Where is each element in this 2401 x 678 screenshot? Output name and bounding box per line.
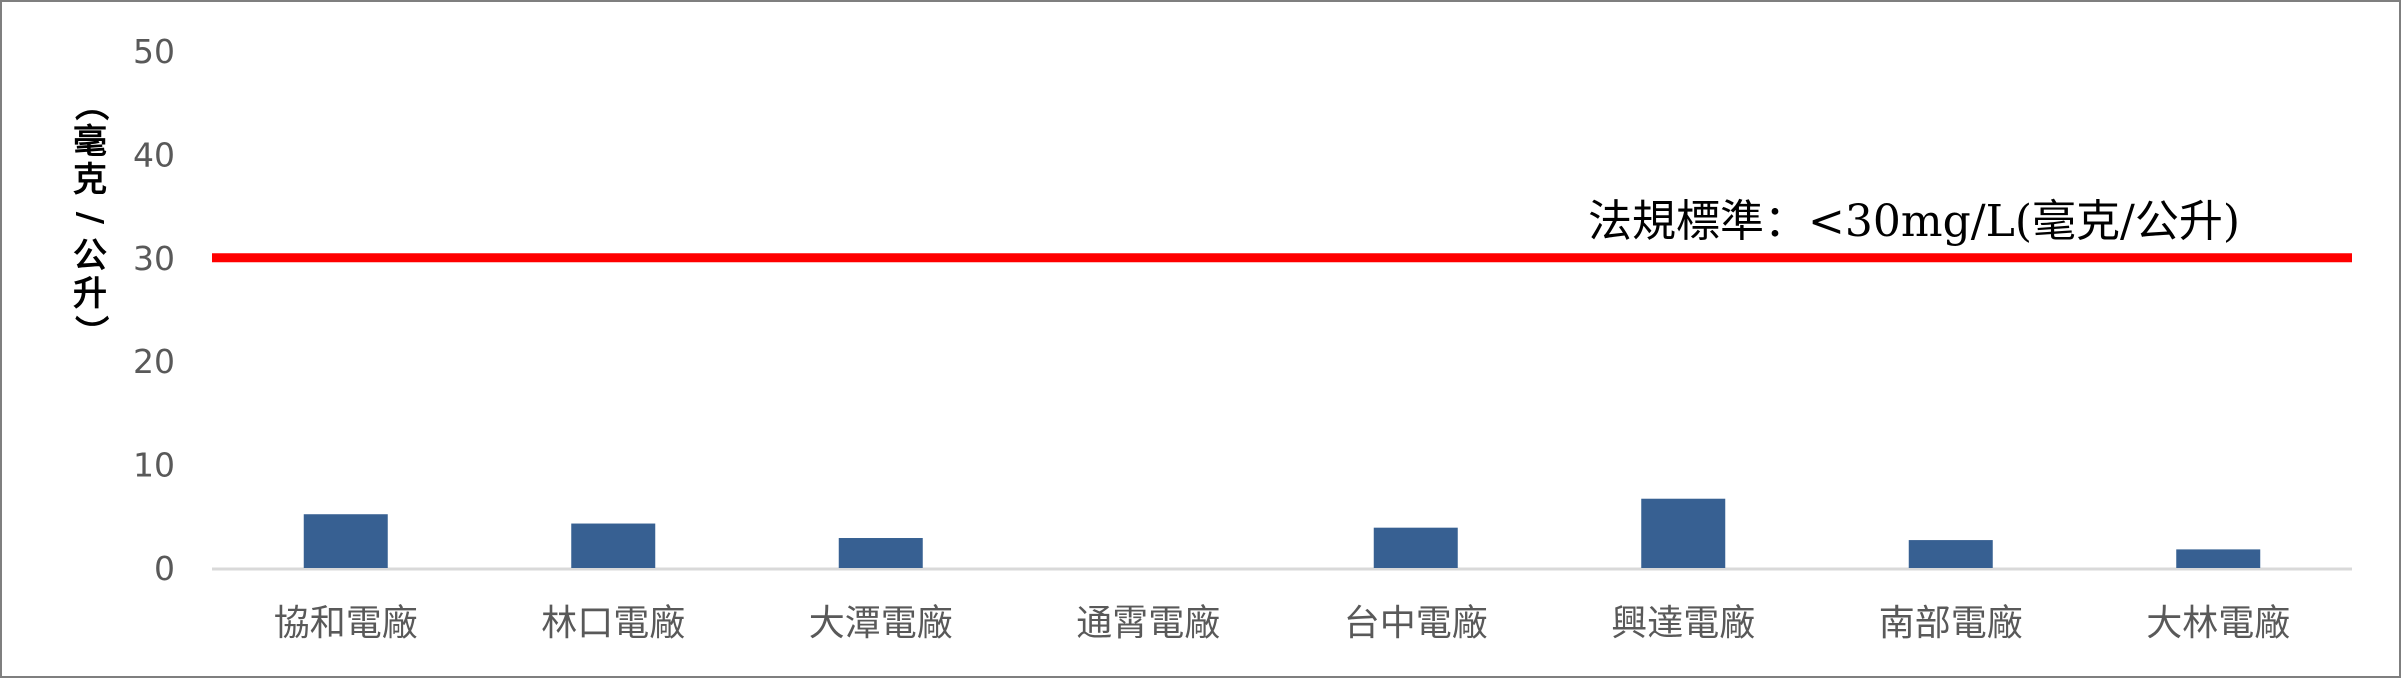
- y-tick-label: 0: [154, 549, 175, 588]
- y-axis-label-char: /: [70, 212, 110, 225]
- y-axis-label-char: 公: [73, 236, 107, 276]
- x-category-label: 南部電廠: [1879, 603, 2023, 644]
- y-tick-label: 30: [133, 239, 175, 278]
- x-category-label: 通霄電廠: [1076, 603, 1220, 644]
- bar: [2176, 549, 2261, 568]
- y-axis-label-char: 升: [73, 274, 107, 314]
- x-category-label: 協和電廠: [274, 603, 418, 644]
- regulation-threshold-label: 法規標準：<30mg/L(毫克/公升): [1588, 196, 2240, 247]
- x-axis-category-labels: 協和電廠 林口電廠 大潭電廠 通霄電廠 台中電廠 興達電廠 南部電廠 大林電廠: [274, 603, 2291, 644]
- bar: [303, 514, 388, 568]
- x-category-label: 興達電廠: [1611, 603, 1755, 644]
- y-axis-ticks: 0 10 20 30 40 50: [133, 32, 175, 588]
- y-tick-label: 10: [133, 446, 175, 485]
- bar: [571, 523, 656, 568]
- y-axis-label-char: （: [70, 87, 110, 121]
- bar: [1373, 527, 1458, 568]
- bar: [838, 538, 923, 568]
- y-axis-label-char: 毫: [73, 122, 107, 162]
- y-tick-label: 50: [133, 32, 175, 71]
- y-axis-label-char: 克: [73, 160, 107, 200]
- y-axis-label: （毫克 / 公升）: [70, 87, 110, 349]
- x-category-label: 大林電廠: [2146, 603, 2290, 644]
- bar: [1908, 540, 1993, 568]
- bars: [303, 498, 2261, 568]
- x-category-label: 林口電廠: [541, 603, 685, 644]
- x-category-label: 台中電廠: [1344, 603, 1488, 644]
- bar: [1641, 498, 1726, 568]
- y-axis-label-char: ）: [70, 315, 110, 349]
- y-tick-label: 40: [133, 135, 175, 174]
- y-tick-label: 20: [133, 342, 175, 381]
- x-category-label: 大潭電廠: [809, 603, 953, 644]
